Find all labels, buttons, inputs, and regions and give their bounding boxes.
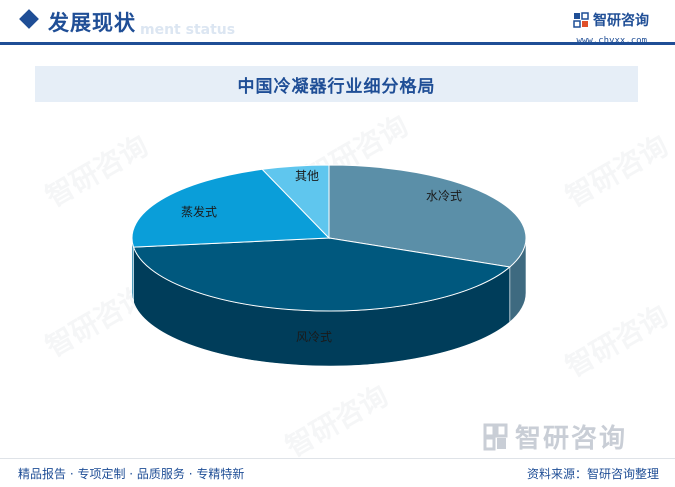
header-rule [0, 42, 675, 45]
section-diamond-icon [19, 9, 39, 29]
footer-bar: 精品报告 · 专项定制 · 品质服务 · 专精特新 资料来源：智研咨询整理 [0, 458, 675, 487]
footer-tagline: 精品报告 · 专项定制 · 品质服务 · 专精特新 [18, 467, 245, 481]
chart-title: 中国冷凝器行业细分格局 [237, 76, 436, 97]
pie-label-3: 其他 [295, 169, 319, 183]
pie-slice-2 [131, 168, 331, 248]
section-subtitle: ment status [140, 22, 236, 38]
section-title: 发展现状 [48, 11, 136, 35]
brand-url: www.chyxx.com [576, 36, 647, 46]
pie-sides [131, 237, 527, 367]
brand: 智研咨询 [573, 10, 649, 30]
footer-brand-name: 智研咨询 [515, 424, 628, 454]
pie-slice-3 [261, 164, 330, 240]
pie-tops [131, 164, 527, 312]
footer-logo-icon [483, 423, 508, 450]
pie-slice-0 [328, 164, 527, 268]
pie-slice-1 [132, 237, 511, 312]
pie-label-2: 蒸发式 [181, 204, 217, 219]
chart-title-band: 中国冷凝器行业细分格局 [35, 66, 638, 102]
pie-label-1: 风冷式 [296, 330, 332, 344]
footer-source: 资料来源：智研咨询整理 [526, 467, 659, 481]
footer-brand: 智研咨询 [483, 418, 627, 455]
brand-name: 智研咨询 [593, 13, 649, 29]
pie-label-0: 水冷式 [426, 189, 462, 203]
brand-logo-icon [573, 12, 589, 28]
